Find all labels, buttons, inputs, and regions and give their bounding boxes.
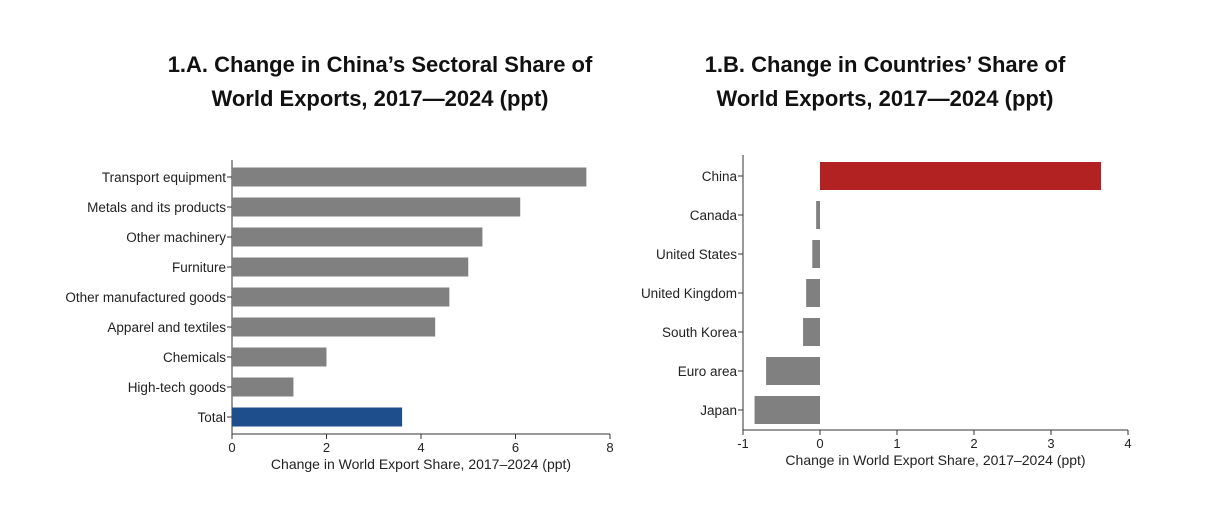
chart-a-category-label: Transport equipment — [102, 170, 226, 185]
chart-b-x-tick-label: 2 — [970, 436, 977, 451]
chart-a-bar — [232, 197, 521, 217]
chart-a-bar — [232, 167, 587, 187]
chart-a-title: 1.A. Change in China’s Sectoral Share of… — [140, 48, 620, 116]
chart-b-bar — [812, 240, 820, 268]
chart-a-category-label: Apparel and textiles — [107, 320, 226, 335]
chart-a-category-label: Total — [197, 410, 226, 425]
chart-a-bar — [232, 377, 294, 397]
chart-a-x-axis-title: Change in World Export Share, 2017–2024 … — [271, 456, 571, 472]
chart-a-category-label: Furniture — [172, 260, 226, 275]
chart-a-x-tick-label: 2 — [323, 440, 330, 455]
chart-b-bar — [806, 279, 820, 307]
chart-b-bar — [820, 162, 1102, 190]
chart-a-bar — [232, 287, 450, 307]
chart-b-category-label: South Korea — [662, 325, 738, 340]
chart-b-x-tick-label: 3 — [1047, 436, 1054, 451]
chart-b-x-tick-label: 0 — [816, 436, 823, 451]
chart-a-category-label: Other manufactured goods — [65, 290, 226, 305]
chart-a-bar — [232, 317, 436, 337]
chart-a-bar — [232, 347, 327, 367]
chart-b-category-label: United Kingdom — [641, 286, 737, 301]
chart-b-x-tick-label: -1 — [737, 436, 749, 451]
chart-b-x-tick-label: 1 — [893, 436, 900, 451]
chart-a-bar — [232, 407, 403, 427]
chart-b-x-axis-title: Change in World Export Share, 2017–2024 … — [785, 452, 1085, 468]
chart-a-x-tick-label: 0 — [228, 440, 235, 455]
chart-a-title-line2: World Exports, 2017—2024 (ppt) — [211, 86, 549, 111]
chart-b-x-tick-label: 4 — [1124, 436, 1131, 451]
chart-a-title-line1: 1.A. Change in China’s Sectoral Share of — [167, 52, 593, 77]
chart-b-bar — [803, 318, 820, 346]
chart-b-bar — [816, 201, 820, 229]
chart-b-bar — [766, 357, 820, 385]
chart-a-category-label: Metals and its products — [87, 200, 226, 215]
chart-a-x-tick-label: 6 — [512, 440, 519, 455]
chart-b-category-label: Japan — [700, 403, 737, 418]
chart-a-bar — [232, 257, 469, 277]
chart-b-bar — [754, 396, 820, 424]
chart-a-category-label: High-tech goods — [128, 380, 227, 395]
chart-a-x-tick-label: 4 — [417, 440, 424, 455]
chart-b-category-label: Euro area — [678, 364, 738, 379]
chart-a-category-label: Chemicals — [163, 350, 226, 365]
chart-b-title-line1: 1.B. Change in Countries’ Share of — [704, 52, 1066, 77]
chart-b-category-label: United States — [656, 247, 737, 262]
chart-a-bar — [232, 227, 483, 247]
chart-b-title: 1.B. Change in Countries’ Share of World… — [655, 48, 1115, 116]
chart-a-category-label: Other machinery — [126, 230, 226, 245]
chart-b-category-label: Canada — [690, 208, 738, 223]
chart-b-title-line2: World Exports, 2017—2024 (ppt) — [716, 86, 1054, 111]
chart-a-x-tick-label: 8 — [606, 440, 613, 455]
chart-b-category-label: China — [702, 169, 738, 184]
